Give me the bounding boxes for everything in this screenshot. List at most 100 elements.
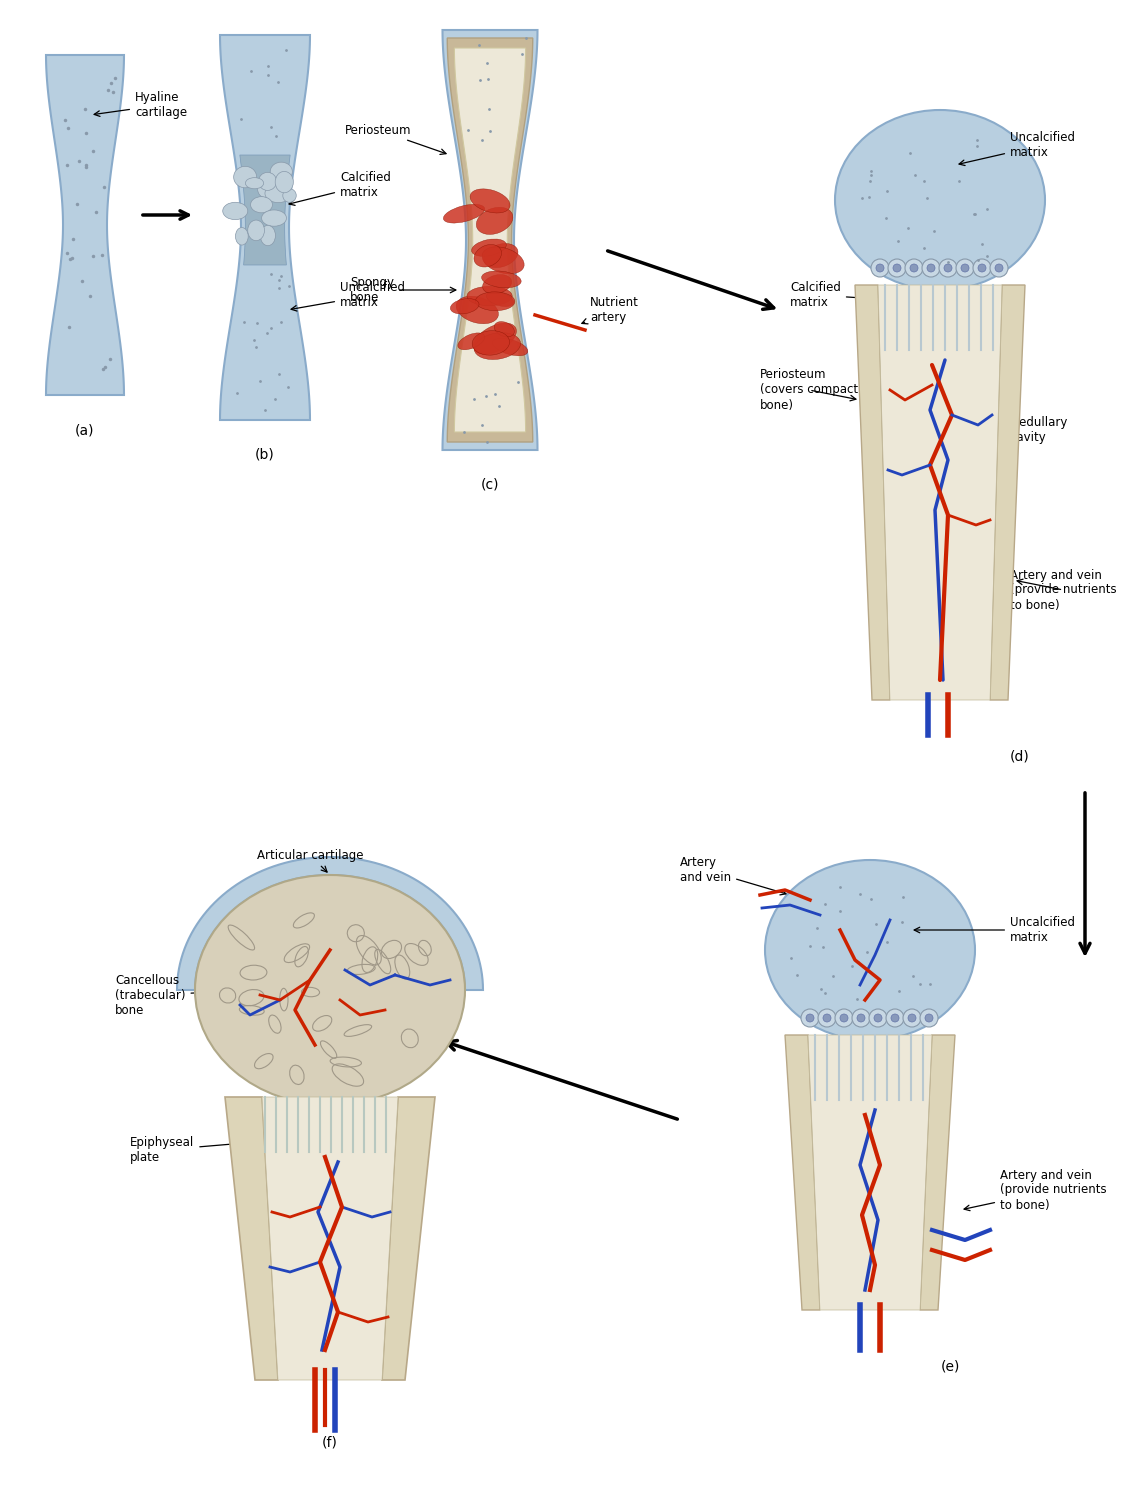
Text: Hyaline
cartilage: Hyaline cartilage xyxy=(94,91,187,119)
Polygon shape xyxy=(855,284,891,700)
Ellipse shape xyxy=(262,210,287,227)
Text: (f): (f) xyxy=(322,1435,338,1448)
Circle shape xyxy=(857,1015,864,1022)
Circle shape xyxy=(893,265,901,272)
Polygon shape xyxy=(225,1098,278,1380)
Polygon shape xyxy=(878,284,1002,700)
Ellipse shape xyxy=(474,324,517,354)
Circle shape xyxy=(990,259,1008,277)
Ellipse shape xyxy=(223,203,248,219)
Polygon shape xyxy=(220,35,310,420)
Ellipse shape xyxy=(275,171,293,192)
Circle shape xyxy=(874,1015,881,1022)
Ellipse shape xyxy=(483,275,512,293)
Circle shape xyxy=(886,1009,904,1027)
Ellipse shape xyxy=(484,243,518,268)
Polygon shape xyxy=(382,1098,435,1380)
Circle shape xyxy=(927,265,935,272)
Circle shape xyxy=(995,265,1003,272)
Text: Artery
and vein: Artery and vein xyxy=(680,856,786,895)
Circle shape xyxy=(806,1015,813,1022)
Ellipse shape xyxy=(486,292,513,307)
Text: (e): (e) xyxy=(940,1359,960,1374)
Circle shape xyxy=(869,1009,887,1027)
Text: Articular cartilage: Articular cartilage xyxy=(257,848,364,872)
Ellipse shape xyxy=(443,204,485,224)
Circle shape xyxy=(908,1015,915,1022)
Circle shape xyxy=(956,259,974,277)
Text: Periosteum
(covers compact
bone): Periosteum (covers compact bone) xyxy=(760,369,858,411)
Circle shape xyxy=(920,1009,938,1027)
Ellipse shape xyxy=(451,299,479,314)
Text: Uncalcified
matrix: Uncalcified matrix xyxy=(959,132,1075,165)
Polygon shape xyxy=(443,30,537,451)
Text: Calcified
matrix: Calcified matrix xyxy=(790,281,891,308)
Text: Periosteum: Periosteum xyxy=(346,124,446,154)
Text: Artery and vein
(provide nutrients
to bone): Artery and vein (provide nutrients to bo… xyxy=(1010,569,1117,611)
Polygon shape xyxy=(454,48,526,432)
Circle shape xyxy=(871,259,889,277)
Text: Epiphyseal
plate: Epiphyseal plate xyxy=(130,1136,275,1164)
Polygon shape xyxy=(808,1036,932,1309)
Ellipse shape xyxy=(248,221,264,240)
Ellipse shape xyxy=(482,271,521,287)
Polygon shape xyxy=(262,1098,398,1380)
Ellipse shape xyxy=(258,172,276,191)
Ellipse shape xyxy=(250,197,272,213)
Circle shape xyxy=(801,1009,819,1027)
Ellipse shape xyxy=(265,184,291,203)
Ellipse shape xyxy=(457,296,499,324)
Text: (c): (c) xyxy=(480,478,500,491)
Text: Spongy
bone: Spongy bone xyxy=(350,277,455,304)
Polygon shape xyxy=(448,38,533,442)
Ellipse shape xyxy=(458,333,485,349)
Text: (d): (d) xyxy=(1011,750,1030,764)
Circle shape xyxy=(905,259,923,277)
Circle shape xyxy=(891,1015,898,1022)
Ellipse shape xyxy=(476,292,514,311)
Circle shape xyxy=(925,1015,932,1022)
Text: Calcified
matrix: Calcified matrix xyxy=(289,171,391,206)
Circle shape xyxy=(840,1015,847,1022)
Ellipse shape xyxy=(474,245,502,268)
Text: Cancellous
(trabecular)
bone: Cancellous (trabecular) bone xyxy=(116,974,256,1016)
Circle shape xyxy=(835,1009,853,1027)
Circle shape xyxy=(944,265,952,272)
Ellipse shape xyxy=(494,322,514,337)
Text: (a): (a) xyxy=(75,423,95,437)
Polygon shape xyxy=(785,1036,820,1309)
Ellipse shape xyxy=(270,162,292,181)
Ellipse shape xyxy=(476,207,513,234)
Ellipse shape xyxy=(472,331,510,355)
Circle shape xyxy=(876,265,884,272)
Ellipse shape xyxy=(261,225,275,245)
Ellipse shape xyxy=(283,189,296,203)
Ellipse shape xyxy=(475,333,520,360)
Circle shape xyxy=(978,265,986,272)
Ellipse shape xyxy=(482,246,525,274)
Circle shape xyxy=(939,259,957,277)
Polygon shape xyxy=(177,857,483,990)
Circle shape xyxy=(961,265,969,272)
Ellipse shape xyxy=(233,166,257,187)
Ellipse shape xyxy=(765,860,976,1040)
Circle shape xyxy=(823,1015,830,1022)
Text: Uncalcified
matrix: Uncalcified matrix xyxy=(914,916,1075,943)
Polygon shape xyxy=(240,156,290,265)
Ellipse shape xyxy=(257,178,273,198)
Circle shape xyxy=(888,259,906,277)
Text: Medullary
cavity: Medullary cavity xyxy=(996,416,1068,445)
Polygon shape xyxy=(920,1036,955,1309)
Circle shape xyxy=(910,265,918,272)
Circle shape xyxy=(922,259,940,277)
Polygon shape xyxy=(46,54,123,395)
Ellipse shape xyxy=(236,227,248,245)
Ellipse shape xyxy=(471,239,506,257)
Circle shape xyxy=(818,1009,836,1027)
Ellipse shape xyxy=(835,110,1045,290)
Circle shape xyxy=(973,259,991,277)
Text: (b): (b) xyxy=(255,448,275,463)
Text: Artery and vein
(provide nutrients
to bone): Artery and vein (provide nutrients to bo… xyxy=(964,1169,1107,1211)
Ellipse shape xyxy=(470,189,510,213)
Polygon shape xyxy=(990,284,1025,700)
